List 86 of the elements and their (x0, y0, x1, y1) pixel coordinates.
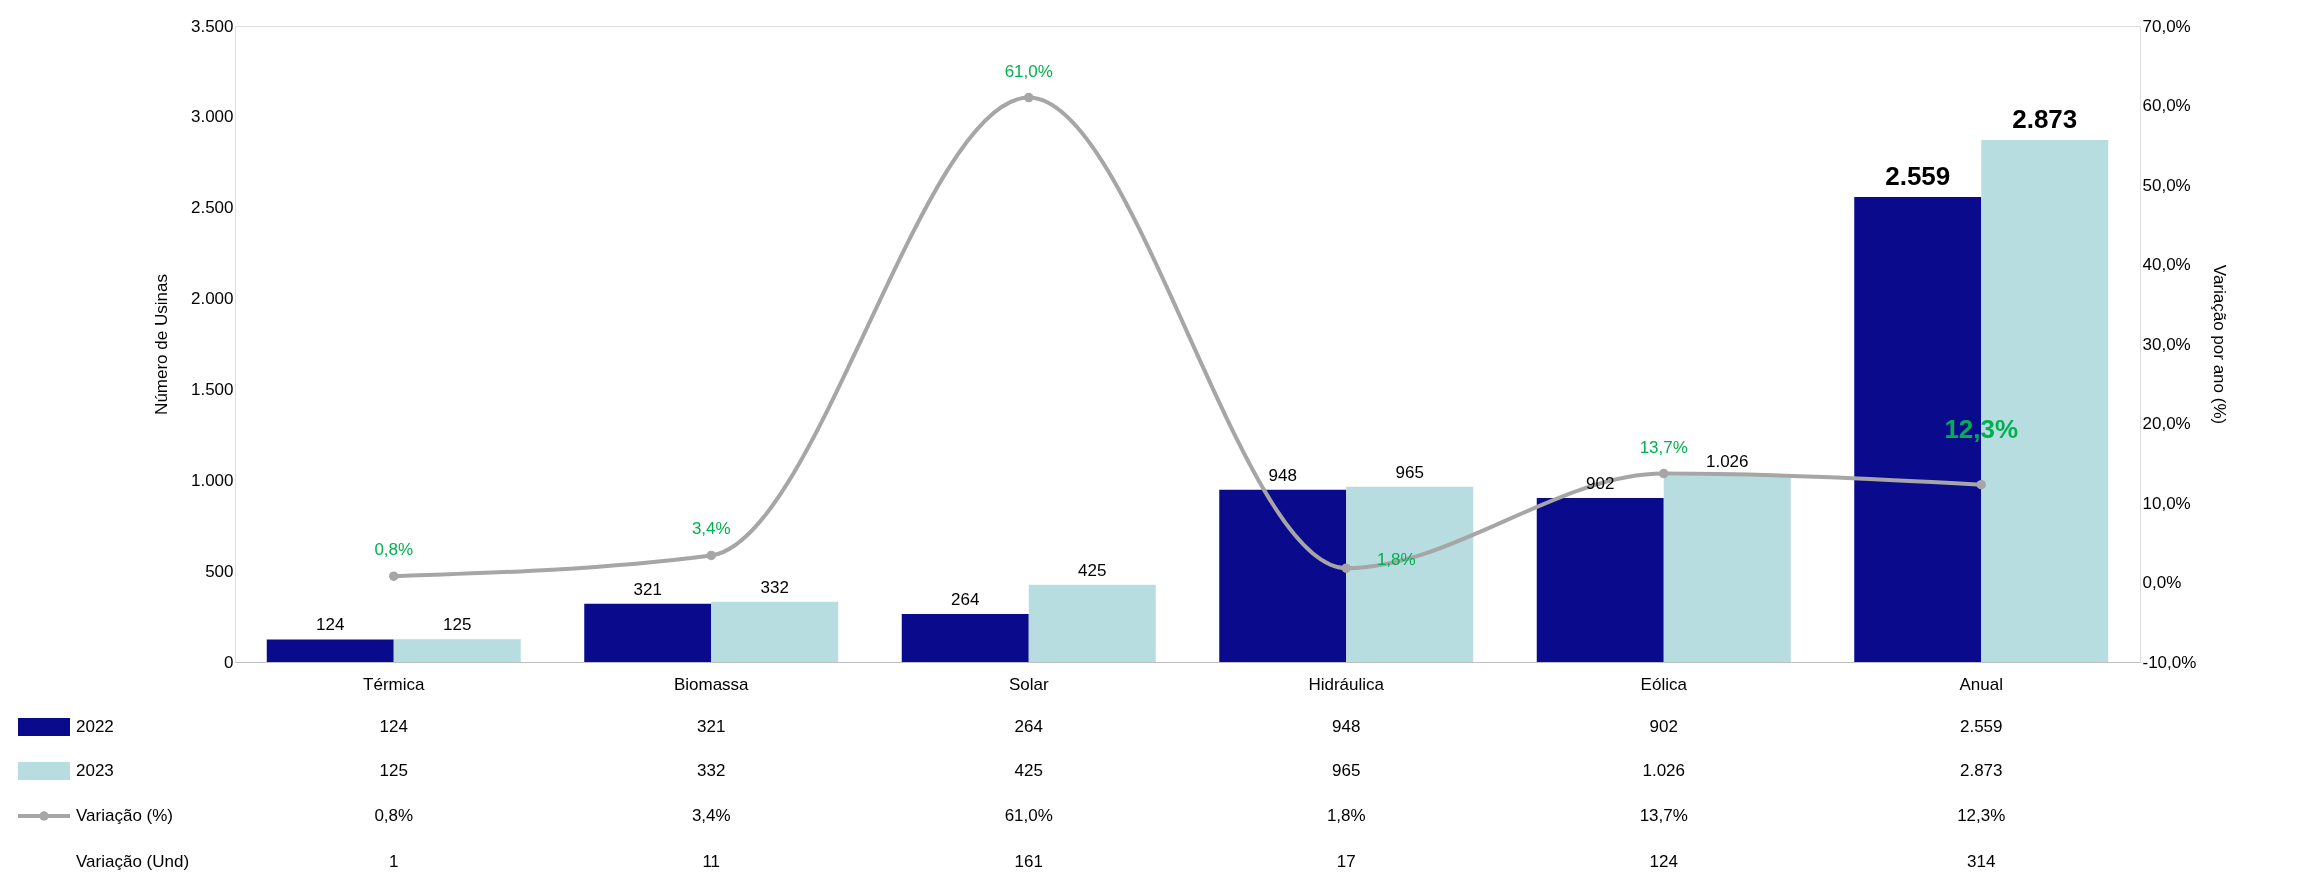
x-tick-label: Solar (1008, 674, 1049, 694)
point (1024, 92, 1034, 103)
y-tick-label: 0 (224, 652, 234, 672)
y-tick-label: 2.000 (190, 289, 234, 309)
text: 314 (1967, 852, 1996, 871)
data-label: 948 (1332, 717, 1361, 736)
point (1659, 468, 1669, 479)
y2-tick-label: 10,0% (2142, 493, 2191, 513)
y2-axis-title: Variação por ano (%) (2210, 264, 2230, 425)
y2-tick-label: 60,0% (2142, 96, 2191, 115)
bar (584, 603, 712, 662)
legend-label: 2023 (76, 761, 114, 780)
bar (266, 639, 394, 662)
text: 321 (633, 579, 662, 599)
y2-tick-label: 20,0% (2142, 414, 2191, 433)
data-label: 332 (697, 761, 726, 780)
text: 61,0% (1004, 61, 1053, 81)
data-label: 965 (1332, 761, 1361, 780)
text: 2.559 (1885, 160, 1951, 191)
data-label: 902 (1649, 717, 1678, 736)
x-tick-label: Eólica (1640, 674, 1688, 694)
bar (901, 614, 1029, 662)
data-label: 124 (379, 717, 408, 736)
text: 161 (1014, 852, 1043, 871)
x-tick-label: Hidráulica (1308, 674, 1385, 694)
text: 425 (1078, 560, 1107, 580)
bar (1346, 486, 1474, 662)
point (1341, 563, 1351, 573)
bar (1219, 489, 1347, 662)
text: 1.026 (1705, 451, 1749, 471)
y2-tick-label: 0,0% (2142, 573, 2182, 592)
text: 965 (1395, 462, 1424, 482)
y-tick-label: 2.500 (190, 198, 234, 218)
y-tick-label: 3.000 (190, 107, 234, 127)
data-label: 2.873 (1959, 761, 2003, 780)
bar (1028, 584, 1156, 662)
data-label: 12,3% (1957, 806, 2006, 825)
data-label: 1.026 (1642, 761, 1686, 780)
bar (1663, 475, 1791, 662)
y-tick-label: 1.500 (190, 379, 234, 399)
data-label: 2.559 (1959, 717, 2003, 736)
text: 124 (1649, 852, 1678, 871)
text: 3,4% (691, 519, 731, 539)
text: 125 (443, 615, 472, 635)
text: 948 (1268, 465, 1297, 485)
data-label: 425 (1014, 761, 1043, 780)
y2-tick-label: 40,0% (2142, 255, 2191, 274)
data-label: 125 (379, 761, 408, 780)
text: 1,8% (1376, 550, 1416, 570)
data-label: 3,4% (691, 806, 731, 825)
x-tick-label: Anual (1959, 674, 2003, 694)
text: 13,7% (1639, 437, 1688, 457)
y2-tick-label: 50,0% (2142, 175, 2191, 195)
y-tick-label: 1.000 (190, 470, 234, 490)
annotation: 124 (316, 615, 345, 635)
text: 17 (1336, 852, 1356, 871)
text: 902 (1586, 474, 1615, 494)
text: Variação (Und) (76, 852, 190, 871)
data-label: 61,0% (1004, 806, 1053, 825)
point (1976, 479, 1986, 490)
text: 2.873 (2012, 103, 2078, 134)
y-axis-title: Número de Usinas (151, 274, 171, 415)
data-label: 321 (697, 717, 726, 736)
x-tick-label: Biomassa (673, 674, 750, 694)
y-tick-label: 3.500 (190, 16, 234, 36)
bar (711, 601, 839, 662)
y2-tick-label: 70,0% (2142, 16, 2191, 36)
point (389, 571, 399, 581)
legend-label: 2022 (76, 717, 114, 736)
text: 11 (702, 852, 721, 871)
y-tick-label: 500 (205, 561, 234, 581)
text: 264 (951, 590, 980, 610)
data-label: 1,8% (1326, 806, 1366, 825)
data-label: 264 (1014, 717, 1043, 736)
y2-tick-label: -10,0% (2142, 652, 2197, 672)
text: 0,8% (374, 540, 414, 560)
legend-label: Variação (%) (76, 806, 173, 825)
data-label: 0,8% (374, 806, 414, 825)
point (706, 550, 716, 561)
x-tick-label: Térmica (363, 674, 425, 694)
bar (1536, 498, 1664, 662)
y2-tick-label: 30,0% (2142, 334, 2191, 354)
text: 332 (760, 577, 789, 597)
data-label: 13,7% (1639, 806, 1688, 825)
bar (393, 639, 521, 662)
text: 1 (389, 852, 399, 871)
